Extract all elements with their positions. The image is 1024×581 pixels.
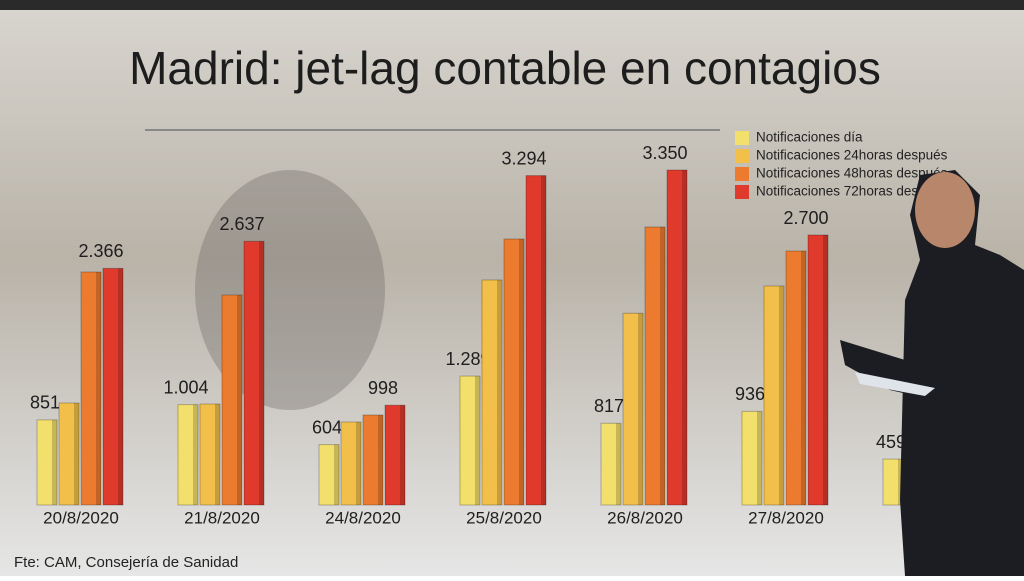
value-label: 2.700 xyxy=(783,208,828,228)
bar-side xyxy=(541,175,546,505)
tablet xyxy=(855,372,935,396)
bar xyxy=(666,169,688,506)
bar xyxy=(362,414,384,506)
value-label: 2.637 xyxy=(219,214,264,234)
value-label: 817 xyxy=(594,396,624,416)
presenter-face xyxy=(915,172,975,248)
value-label: 936 xyxy=(735,384,765,404)
x-tick-label: 27/8/2020 xyxy=(748,508,824,527)
bar-side xyxy=(259,241,264,506)
bar xyxy=(340,421,362,506)
bar-side xyxy=(682,170,687,505)
bar xyxy=(741,410,763,506)
bar xyxy=(58,402,80,506)
bar xyxy=(622,312,644,506)
legend-label: Notificaciones 72horas después xyxy=(756,184,948,199)
bar xyxy=(807,234,829,506)
value-label: 851 xyxy=(30,393,60,413)
bar-side xyxy=(118,268,123,505)
bar-side xyxy=(215,404,220,505)
x-tick-label: 24/8/2020 xyxy=(325,508,401,527)
bar-side xyxy=(616,423,621,505)
legend-label: Notificaciones 48horas después xyxy=(756,166,948,181)
bar xyxy=(644,226,666,506)
bar xyxy=(80,271,102,506)
bar xyxy=(525,175,547,506)
bar-side xyxy=(779,286,784,505)
x-tick-label: 21/8/2020 xyxy=(184,508,260,527)
value-label: 604 xyxy=(312,417,342,437)
bar-side xyxy=(801,251,806,505)
bar xyxy=(221,294,243,506)
value-label: 3.350 xyxy=(642,143,687,163)
bar xyxy=(36,419,58,506)
legend-label: Notificaciones día xyxy=(756,130,863,145)
value-label: 459 xyxy=(876,432,906,452)
bar-side xyxy=(638,313,643,505)
bar-side xyxy=(519,239,524,505)
x-tick-label: 25/8/2020 xyxy=(466,508,542,527)
value-label: 2.366 xyxy=(78,241,123,261)
legend-swatch xyxy=(735,131,749,145)
bar-side xyxy=(497,280,502,505)
bar xyxy=(102,267,124,506)
legend-swatch xyxy=(735,149,749,163)
value-label: 1.289 xyxy=(445,349,490,369)
legend-label: Notificaciones 24horas después xyxy=(756,148,948,163)
bar-side xyxy=(334,444,339,505)
bar xyxy=(600,422,622,506)
bar xyxy=(243,240,265,506)
bar-side xyxy=(378,415,383,505)
source: Fte: CAM, Consejería de Sanidad xyxy=(14,554,238,571)
bar xyxy=(481,279,503,506)
bar-side xyxy=(237,295,242,505)
bar-side xyxy=(660,227,665,505)
value-label: 1.004 xyxy=(163,377,208,397)
bar-side xyxy=(356,422,361,505)
bar-side xyxy=(96,272,101,505)
bar xyxy=(763,285,785,506)
bar-side xyxy=(52,419,57,505)
bar xyxy=(459,375,481,506)
bar-side xyxy=(400,405,405,505)
legend-swatch xyxy=(735,185,749,199)
presenter xyxy=(900,170,1024,576)
legend-swatch xyxy=(735,167,749,181)
bar xyxy=(318,444,340,506)
plot: 851 2.366 20/8/2020 1.004 2.637 21/8/2020 604 9… xyxy=(30,130,948,528)
bar-side xyxy=(193,404,198,505)
value-label: 3.294 xyxy=(501,148,546,168)
bar-side xyxy=(757,411,762,505)
bar xyxy=(785,250,807,506)
top-strip xyxy=(0,0,1024,10)
bar xyxy=(199,403,221,506)
bar-side xyxy=(823,235,828,505)
value-label: 998 xyxy=(368,378,398,398)
bar xyxy=(384,404,406,506)
blurred-photo xyxy=(195,170,385,410)
bar-side xyxy=(74,403,79,505)
x-tick-label: 20/8/2020 xyxy=(43,508,119,527)
chart-title: Madrid: jet-lag contable en contagios xyxy=(129,42,881,94)
bar-side xyxy=(475,376,480,505)
bar xyxy=(177,404,199,506)
bar xyxy=(503,238,525,506)
x-tick-label: 26/8/2020 xyxy=(607,508,683,527)
